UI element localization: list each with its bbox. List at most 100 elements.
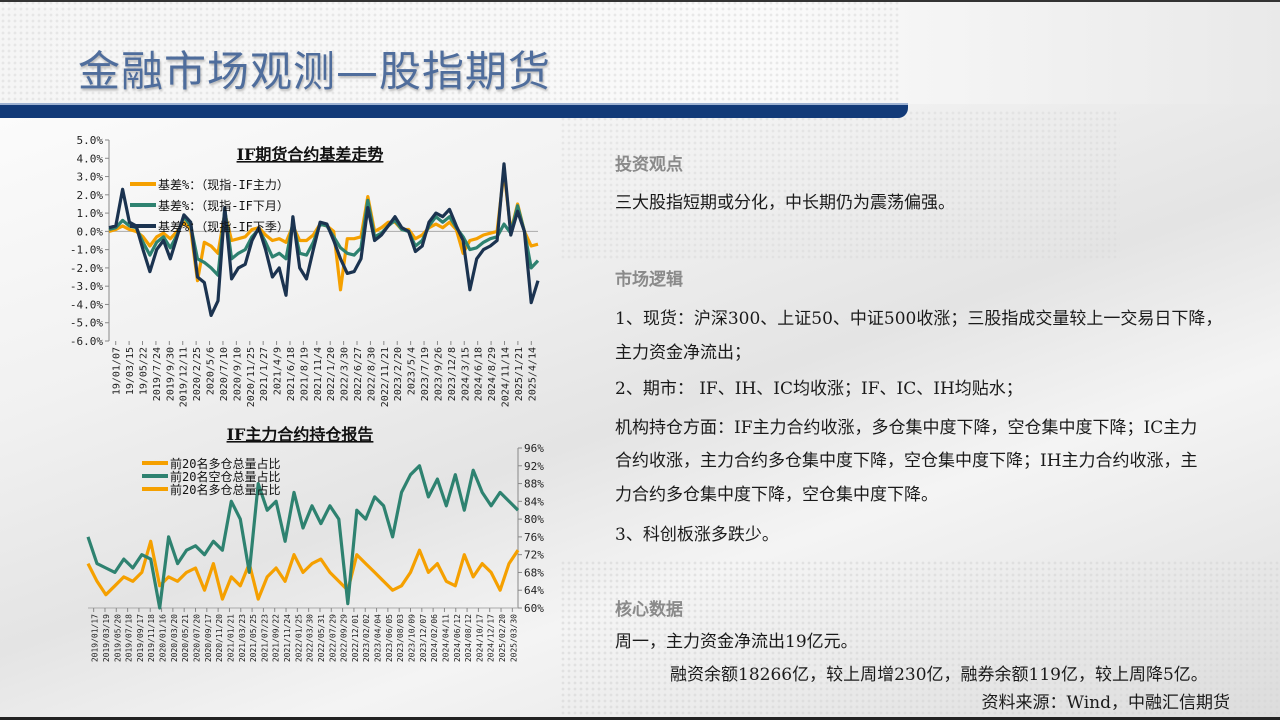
frame-top bbox=[0, 0, 1280, 2]
y-tick-label: 68% bbox=[524, 566, 544, 579]
y-tick-label: -4.0% bbox=[70, 298, 103, 311]
background-dot-pattern bbox=[560, 110, 1120, 260]
x-tick-label: 2025/1/21 bbox=[514, 347, 525, 401]
y-tick-label: 84% bbox=[524, 495, 544, 508]
x-tick-label: 2020/01/16 bbox=[159, 614, 168, 662]
logic-line: 机构持仓方面：IF主力合约收涨，多仓集中度下降，空仓集中度下降；IC主力 bbox=[615, 418, 1198, 438]
y-tick-label: 60% bbox=[524, 602, 544, 615]
x-tick-label: 2022/1/20 bbox=[326, 347, 337, 401]
x-tick-label: 2019/11/18 bbox=[147, 614, 156, 662]
y-tick-label: 76% bbox=[524, 531, 544, 544]
x-tick-label: 2020/5/6 bbox=[206, 347, 217, 395]
frame-bottom bbox=[0, 717, 1280, 720]
y-tick-label: 88% bbox=[524, 478, 544, 491]
x-tick-label: 2020/7/10 bbox=[219, 347, 230, 401]
legend-label: 基差%：（现指-IF下月） bbox=[158, 198, 289, 213]
x-tick-label: 2020/07/20 bbox=[193, 614, 202, 662]
y-tick-label: 96% bbox=[524, 442, 544, 455]
position-chart: 96% 92% 88% 84% 80% 76% 72% 68% 64% 60% 2019/01/17… bbox=[86, 425, 544, 662]
logic-line: 主力资金净流出； bbox=[615, 343, 751, 363]
x-tick-label: 2023/7/19 bbox=[420, 347, 431, 401]
header-band bbox=[0, 0, 1280, 104]
x-tick-label: 2024/04/11 bbox=[441, 614, 450, 662]
x-tick-label: 2023/5/4 bbox=[407, 347, 418, 395]
x-tick-label: 2024/6/18 bbox=[474, 347, 485, 401]
x-tick-label: 2021/05/25 bbox=[249, 614, 258, 662]
y-tick-label: 5.0% bbox=[77, 134, 104, 147]
x-tick-label: 2021/8/19 bbox=[299, 347, 310, 401]
y-tick-label: 1.0% bbox=[77, 207, 104, 220]
x-tick-label: 2021/03/23 bbox=[238, 614, 247, 662]
x-tick-label: 2023/08/03 bbox=[396, 614, 405, 662]
y-tick-label: 0.0% bbox=[77, 225, 104, 238]
view-text: 三大股指短期或分化，中长期仍为震荡偏强。 bbox=[615, 193, 955, 213]
x-tick-label: 2025/02/20 bbox=[498, 614, 507, 662]
x-tick-label: 2021/4/9 bbox=[273, 347, 284, 395]
y-tick-label: -1.0% bbox=[70, 244, 103, 257]
x-tick-label: 2020/05/21 bbox=[181, 614, 190, 662]
y-tick-label: -2.0% bbox=[70, 262, 103, 275]
x-tick-label: 2023/12/07 bbox=[419, 614, 428, 662]
x-tick-label: 2023/9/26 bbox=[433, 347, 444, 401]
x-tick-label: 2022/07/29 bbox=[328, 614, 337, 662]
x-tick-label: 2020/9/10 bbox=[232, 347, 243, 401]
x-tick-label: 2022/01/25 bbox=[294, 614, 303, 662]
x-tick-label: 19/03/15 bbox=[125, 347, 136, 395]
x-tick-label: 2023/12/8 bbox=[447, 347, 458, 401]
x-tick-label: 2020/11/25 bbox=[246, 347, 257, 407]
legend-label: 前20名空仓总量占比 bbox=[170, 469, 280, 484]
logic-heading: 市场逻辑 bbox=[615, 270, 683, 290]
x-tick-label: 2019/07/18 bbox=[125, 614, 134, 662]
series-line-1 bbox=[86, 539, 520, 601]
logic-line: 3、科创板涨多跌少。 bbox=[615, 525, 779, 545]
header-dot-map bbox=[0, 0, 900, 104]
x-tick-label: 2020/09/17 bbox=[204, 614, 213, 662]
y-tick-label: -3.0% bbox=[70, 280, 103, 293]
x-tick-label: 2022/12/01 bbox=[351, 614, 360, 662]
legend-label: 前20名多仓总量占比 bbox=[170, 456, 280, 471]
logic-line: 合约收涨，主力合约多仓集中度下降，空仓集中度下降；IH主力合约收涨，主 bbox=[615, 451, 1198, 471]
y-tick-label: -6.0% bbox=[70, 335, 103, 348]
background-dot-pattern bbox=[560, 560, 1280, 720]
x-tick-label: 2021/07/23 bbox=[260, 614, 269, 662]
x-tick-label: 2021/01/21 bbox=[226, 614, 235, 662]
y-tick-label: 4.0% bbox=[77, 152, 104, 165]
x-tick-label: 2024/08/12 bbox=[464, 614, 473, 662]
x-tick-label: 2021/6/18 bbox=[286, 347, 297, 401]
x-tick-label: 2022/3/30 bbox=[340, 347, 351, 401]
x-tick-label: 2024/11/14 bbox=[500, 347, 511, 407]
y-tick-label: 2.0% bbox=[77, 189, 104, 202]
logic-line: 2、期市： IF、IH、IC均收涨；IF、IC、IH均贴水； bbox=[615, 379, 1023, 399]
x-tick-label: 2023/10/09 bbox=[408, 614, 417, 662]
x-tick-label: 2022/6/27 bbox=[353, 347, 364, 401]
x-tick-label: 2024/8/29 bbox=[487, 347, 498, 401]
x-tick-label: 2019/09/17 bbox=[136, 614, 145, 662]
core-heading: 核心数据 bbox=[615, 600, 683, 620]
x-tick-label: 2022/11/21 bbox=[380, 347, 391, 407]
x-tick-label: 19/05/22 bbox=[139, 347, 150, 395]
legend-label: 前20名多仓总量占比 bbox=[170, 482, 280, 497]
x-tick-label: 2019/03/19 bbox=[102, 614, 111, 662]
x-tick-label: 2021/11/4 bbox=[313, 347, 324, 401]
x-tick-label: 2022/8/30 bbox=[366, 347, 377, 401]
x-tick-label: 2019/01/17 bbox=[91, 614, 100, 662]
x-tick-label: 2023/02/02 bbox=[362, 614, 371, 662]
chart-title: IF主力合约持仓报告 bbox=[227, 425, 374, 444]
page-title: 金融市场观测—股指期货 bbox=[78, 47, 552, 96]
title-underline-bar bbox=[0, 103, 908, 118]
y-tick-label: 92% bbox=[524, 460, 544, 473]
view-heading: 投资观点 bbox=[615, 155, 683, 175]
x-tick-label: 2022/09/29 bbox=[340, 614, 349, 662]
x-tick-label: 2024/02/06 bbox=[430, 614, 439, 662]
legend-label: 基差%：（现指-IF主力） bbox=[158, 177, 289, 192]
x-tick-label: 2025/4/14 bbox=[527, 347, 538, 401]
core-line: 周一，主力资金净流出19亿元。 bbox=[615, 632, 858, 652]
series-line-3 bbox=[108, 162, 540, 317]
series-line-2 bbox=[86, 464, 520, 610]
x-tick-label: 2023/2/20 bbox=[393, 347, 404, 401]
x-tick-label: 2025/03/30 bbox=[509, 614, 518, 662]
y-tick-label: -5.0% bbox=[70, 317, 103, 330]
x-tick-label: 19/01/07 bbox=[112, 347, 123, 395]
x-tick-label: 2024/06/12 bbox=[453, 614, 462, 662]
x-tick-label: 2019/7/24 bbox=[152, 347, 163, 401]
